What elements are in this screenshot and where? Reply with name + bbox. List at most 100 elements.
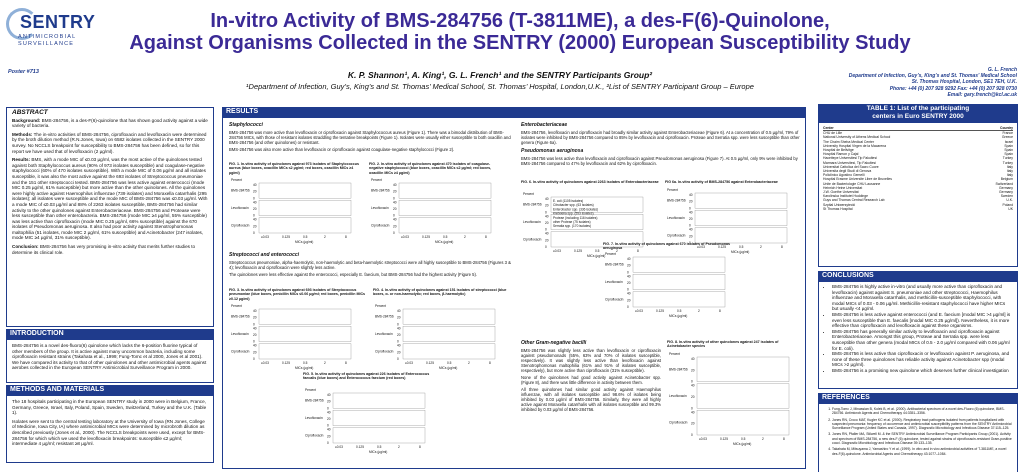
drug-label: Ciprofloxacin	[375, 349, 394, 353]
y-axis-label: Percent	[375, 304, 386, 308]
drug-label: Levofloxacin	[371, 206, 389, 210]
drug-label: BMS-284756	[669, 367, 688, 371]
x-tick-label: 2	[760, 245, 762, 249]
entero-section: Enterobacteriaceae BMS-284756, levofloxa…	[521, 122, 801, 166]
x-axis-label: MICs (µg/ml)	[435, 240, 453, 244]
panel-frame	[332, 392, 426, 409]
drug-label: Ciprofloxacin	[667, 233, 686, 237]
x-tick-label: 0.125	[356, 445, 364, 449]
x-tick-label: 8	[719, 309, 721, 313]
y-tick-label: 0	[545, 228, 547, 232]
affiliation: ¹Department of Infection, Guy’s, King’s …	[246, 82, 754, 91]
introduction-box: BMS-284756 is a novel des-fluoro(6) quin…	[6, 339, 214, 383]
figure-7: FIG. 7. In-vitro activity of quinolones …	[603, 242, 743, 336]
y-tick-label: 40	[393, 183, 397, 187]
y-tick-label: 40	[689, 228, 693, 232]
y-tick-label: 40	[327, 393, 331, 397]
conclusion-item: BMS-284756 is less active against entero…	[832, 312, 1012, 329]
y-tick-label: 20	[545, 238, 549, 242]
gram-neg-text-2: None of the quinolones had good activity…	[521, 375, 661, 385]
table-row: Guys and Thomas Central Research Lab U.K.	[823, 198, 1013, 202]
left-column: ABSTRACT Background: BMS-284756, is a de…	[6, 107, 214, 469]
poster-number: Poster #713	[8, 69, 39, 75]
x-tick-label: 0.125	[282, 235, 290, 239]
drug-label: Ciprofloxacin	[305, 433, 324, 437]
table-cell-country: Spain	[1004, 148, 1013, 153]
table-cell-center: University Hospital Virgen de la Macaren…	[823, 143, 887, 148]
legend-entry: Proteae (including 116 isolates)	[553, 216, 597, 220]
y-tick-label: 20	[393, 207, 397, 211]
title-line-2: Against Organisms Collected in the SENTR…	[129, 32, 911, 54]
x-tick-label: 2	[762, 437, 764, 441]
y-tick-label: 40	[397, 326, 401, 330]
figure-4: FIG. 4. In-vitro activity of quinolones …	[373, 288, 513, 378]
y-tick-label: 40	[545, 214, 549, 218]
y-tick-label: 0	[393, 214, 395, 218]
legend-entry: Citrobacter spp. (63 isolates)	[553, 203, 594, 207]
logo-sub-line-2: SURVEILLANCE	[18, 40, 75, 47]
panel-frame	[258, 200, 352, 216]
contact-line: St. Thomas Hospital, London, SE1 7EH, U.…	[911, 79, 1017, 86]
abstract-methods: Methods: The in-vitro activities of BMS-…	[12, 131, 207, 154]
legend-entry: Enterobacter spp. (336 isolates)	[553, 207, 598, 211]
figure-chart: Percent BMS-284756 40 20 0 Levofloxacin 40 20 0 C…	[521, 192, 649, 260]
x-tick-label: 8	[783, 437, 785, 441]
x-tick-label: 0.5	[739, 245, 744, 249]
figure-6a: FIG 6a. In-vitro activity of BMS-284756 …	[665, 180, 803, 272]
x-axis-label: MICs (µg/ml)	[731, 250, 749, 254]
y-tick-label: 20	[327, 400, 331, 404]
y-tick-label: 0	[397, 340, 399, 344]
x-tick-label: 0.125	[720, 437, 728, 441]
figure-2: FIG. 2. In-vitro activity of quinolones …	[369, 162, 499, 250]
methods-heading: METHODS AND MATERIALS	[6, 385, 214, 395]
y-tick-label: 40	[393, 218, 397, 222]
figure-caption: FIG. 6. In-vitro activity of quinolones …	[521, 180, 659, 184]
y-tick-label: 20	[397, 350, 401, 354]
reference-item: Jones RN, Pfaller MA, Stilwell M. & the …	[832, 432, 1012, 445]
x-tick-label: 2	[616, 249, 618, 253]
logo-word: SENTRY	[20, 12, 96, 32]
y-tick-label: 0	[253, 231, 255, 235]
table1-heading-line-1: TABLE 1: List of the participating	[866, 105, 970, 112]
x-tick-label: 8	[485, 235, 487, 239]
y-tick-label: 0	[691, 433, 693, 437]
figure-caption: FIG. 8. In-vitro activity of other quino…	[667, 340, 779, 349]
y-tick-label: 20	[627, 281, 631, 285]
y-tick-label: 20	[691, 395, 695, 399]
drug-label: Levofloxacin	[605, 280, 623, 284]
table-row: The Chaim Sheba Medical Center Israel	[823, 140, 1013, 144]
y-tick-label: 40	[627, 292, 631, 296]
title-line-1: In-vitro Activity of BMS-284756 (T-3811M…	[210, 10, 830, 32]
y-tick-label: 40	[689, 193, 693, 197]
contact-block: G. L. French Department of Infection, Gu…	[827, 67, 1017, 98]
panel-frame	[332, 410, 426, 426]
reference-item: Takahata M, Mitsuyama J, Yamashiro Y et …	[832, 447, 1012, 456]
methods-paragraph-1: The 18 hospitals participating in the Eu…	[12, 399, 207, 416]
panel-frame	[402, 343, 496, 360]
figure-chart: Percent BMS-284756 40 20 0 Levofloxacin 40 20 0 C…	[229, 178, 357, 246]
y-tick-label: 40	[253, 200, 257, 204]
y-tick-label: 40	[397, 344, 401, 348]
gram-neg-section: Other Gram-negative bacilli BMS-284756 w…	[521, 340, 661, 412]
y-tick-label: 20	[253, 316, 257, 320]
panel-frame	[402, 308, 496, 325]
figure-chart: Percent BMS-284756 40 20 0 Levofloxacin 40 20 0 C…	[303, 388, 431, 456]
x-tick-label: 8	[345, 361, 347, 365]
table-cell-center: Hospital Erasme Universite Libre de Brux…	[823, 177, 892, 182]
staph-heading: Staphylococci	[229, 122, 263, 128]
y-tick-label: 40	[545, 197, 549, 201]
y-tick-label: 20	[253, 333, 257, 337]
x-tick-label: ≤0.03	[553, 249, 561, 253]
table-cell-country: Sweden	[1000, 194, 1013, 199]
y-axis-label: Percent	[605, 252, 616, 256]
figure-caption: FIG. 1. In-vitro activity of quinolones …	[229, 162, 360, 175]
figure-caption: FIG 6a. In-vitro activity of BMS-284756 …	[665, 180, 778, 184]
x-tick-label: ≤0.03	[697, 245, 705, 249]
table-row: CHU de Lille France	[823, 131, 1013, 135]
x-axis-label: MICs (µg/ml)	[295, 366, 313, 370]
x-axis-label: MICs (µg/ml)	[439, 366, 457, 370]
x-tick-label: 2	[698, 309, 700, 313]
y-tick-label: 0	[327, 406, 329, 410]
y-tick-label: 40	[393, 200, 397, 204]
conclusions-box: BMS-284756 is highly active in-vitro (an…	[818, 281, 1018, 389]
